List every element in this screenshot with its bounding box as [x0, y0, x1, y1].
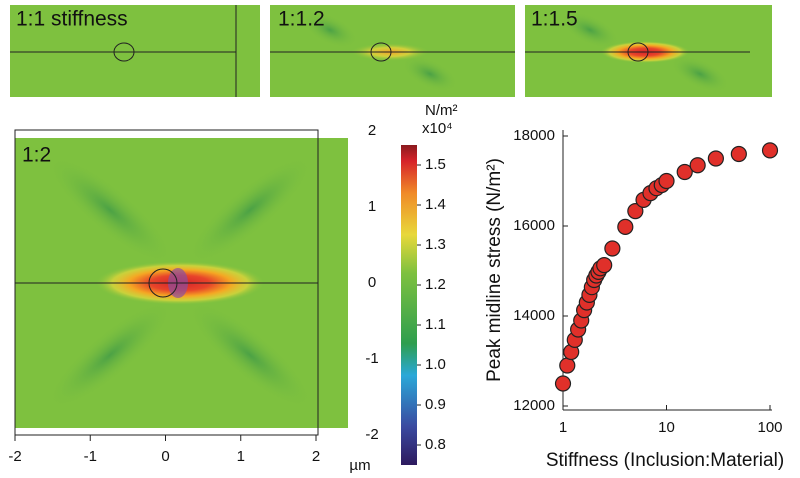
point	[658, 172, 675, 190]
point	[676, 163, 693, 181]
colorbar-tick-label: 0.8	[425, 436, 446, 453]
panel-title: 1:1.5	[531, 8, 578, 31]
panel-4: 1:2 N/m² x10⁴	[14, 102, 458, 465]
scatter-plot: Stiffness (Inclusion:Material) Peak midl…	[484, 130, 784, 471]
panel-2: 1:1.2	[270, 5, 515, 97]
y-axis-title: Peak midline stress (N/m²)	[484, 158, 505, 382]
colorbar-tick-label: 1.1	[425, 316, 446, 333]
point	[604, 240, 621, 257]
point	[617, 218, 634, 235]
colorbar-tick-label: 1.5	[425, 156, 446, 173]
point	[554, 375, 572, 392]
colorbar-label: N/m²	[425, 102, 458, 119]
point	[707, 150, 724, 167]
y-tick-label: 1	[368, 198, 376, 215]
x-tick-label: 0	[161, 448, 169, 465]
x-tick-label: 1	[559, 419, 567, 436]
colorbar-tick-label: 1.4	[425, 196, 446, 213]
y-tick-label: 2	[368, 122, 376, 139]
x-tick-label: 1	[237, 448, 245, 465]
point	[730, 145, 747, 163]
x-tick-label: -1	[84, 448, 97, 465]
panel-title: 1:1.2	[278, 8, 325, 31]
colorbar-tick-label: 1.2	[425, 276, 446, 293]
x-tick-label: 2	[312, 448, 320, 465]
panel-title: 1:2	[22, 144, 51, 167]
y-tick-label: 14000	[513, 307, 555, 324]
point	[596, 257, 613, 274]
colorbar-tick-label: 0.9	[425, 396, 446, 413]
point	[689, 157, 706, 174]
y-tick-label: 0	[368, 274, 376, 291]
x-axis-title: Stiffness (Inclusion:Material)	[546, 450, 784, 471]
y-tick-label: -2	[365, 426, 378, 443]
y-tick-label: 18000	[513, 127, 555, 144]
colorbar-tick-label: 1.3	[425, 236, 446, 253]
panel-1: 1:1 stiffness	[10, 5, 260, 97]
y-tick-label: -1	[365, 350, 378, 367]
x-tick-label: 10	[658, 419, 675, 436]
colorbar-multiplier: x10⁴	[422, 120, 453, 137]
x-axis-title: µm	[349, 457, 370, 474]
x-tick-label: 100	[757, 419, 782, 436]
point	[559, 357, 576, 374]
y-tick-label: 12000	[513, 397, 555, 414]
point	[761, 142, 779, 159]
point	[627, 203, 644, 220]
panel-title: 1:1 stiffness	[16, 8, 128, 31]
colorbar	[401, 145, 417, 465]
colorbar-tick-label: 1.0	[425, 356, 446, 373]
y-tick-label: 16000	[513, 217, 555, 234]
panel-3: 1:1.5	[525, 5, 772, 97]
x-tick-label: -2	[8, 448, 21, 465]
